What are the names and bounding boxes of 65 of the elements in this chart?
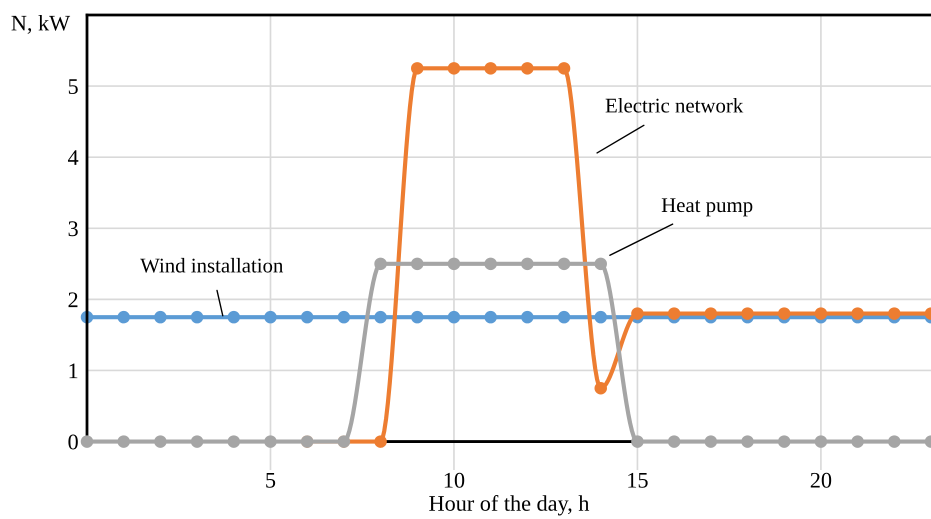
x-tick-label: 15	[628, 472, 648, 488]
point	[558, 310, 570, 324]
x-axis-title: Hour of the day, h	[429, 495, 590, 516]
point	[521, 62, 534, 75]
point	[484, 258, 497, 270]
y-tick-label: 5	[68, 79, 78, 94]
point	[190, 435, 204, 448]
point	[668, 435, 680, 448]
x-tick-label: 5	[266, 472, 276, 488]
point	[814, 307, 828, 320]
point	[594, 258, 607, 270]
point	[411, 258, 424, 270]
point	[264, 435, 277, 448]
series-label: Electric network	[606, 98, 744, 113]
point	[741, 307, 754, 320]
point	[190, 310, 204, 324]
point	[411, 62, 424, 75]
point	[814, 435, 828, 448]
point	[594, 310, 607, 324]
y-axis-title: N, kW	[12, 15, 70, 34]
y-tick-label: 1	[70, 364, 78, 378]
point	[117, 310, 130, 324]
point	[704, 435, 718, 448]
point	[594, 382, 607, 394]
point	[338, 310, 350, 324]
x-tick-label: 20	[810, 472, 832, 488]
point	[631, 435, 644, 448]
point	[484, 310, 497, 324]
y-tick-label: 0	[68, 434, 78, 450]
point	[484, 62, 497, 75]
series-label: Wind installation	[140, 258, 284, 273]
point	[888, 435, 901, 448]
point	[411, 310, 424, 324]
point	[80, 435, 94, 448]
point	[154, 310, 167, 324]
point	[374, 258, 387, 270]
point	[448, 258, 460, 270]
x-tick-label: 10	[444, 472, 464, 488]
y-tick-label: 4	[68, 150, 78, 165]
point	[154, 435, 167, 448]
point	[888, 307, 901, 320]
point	[300, 310, 314, 324]
point	[374, 310, 387, 324]
point	[741, 435, 754, 448]
point	[631, 307, 644, 320]
text: Heat pump	[662, 198, 752, 216]
point	[374, 435, 387, 448]
point	[851, 307, 864, 320]
point	[264, 310, 277, 324]
point	[117, 435, 130, 448]
point	[228, 310, 240, 324]
point	[704, 307, 718, 320]
point	[778, 307, 790, 320]
point	[778, 435, 790, 448]
point	[668, 307, 680, 320]
point	[851, 435, 864, 448]
point	[448, 62, 460, 75]
point	[521, 310, 534, 324]
point	[448, 310, 460, 324]
point	[558, 258, 570, 270]
point	[521, 258, 534, 270]
point	[228, 435, 240, 448]
y-tick-label: 3	[68, 221, 78, 236]
y-tick-label: 2	[68, 292, 78, 308]
point	[558, 62, 570, 75]
